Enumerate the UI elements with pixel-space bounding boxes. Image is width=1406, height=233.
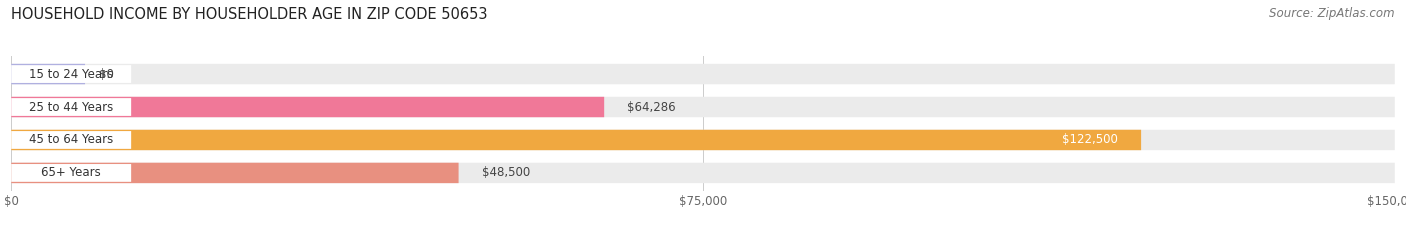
Text: Source: ZipAtlas.com: Source: ZipAtlas.com bbox=[1270, 7, 1395, 20]
Text: 15 to 24 Years: 15 to 24 Years bbox=[30, 68, 114, 81]
FancyBboxPatch shape bbox=[11, 97, 605, 117]
Text: 45 to 64 Years: 45 to 64 Years bbox=[30, 134, 114, 147]
Text: HOUSEHOLD INCOME BY HOUSEHOLDER AGE IN ZIP CODE 50653: HOUSEHOLD INCOME BY HOUSEHOLDER AGE IN Z… bbox=[11, 7, 488, 22]
FancyBboxPatch shape bbox=[11, 64, 1395, 84]
Text: $48,500: $48,500 bbox=[482, 166, 530, 179]
FancyBboxPatch shape bbox=[11, 130, 1142, 150]
FancyBboxPatch shape bbox=[11, 163, 1395, 183]
Text: $0: $0 bbox=[98, 68, 114, 81]
Text: 65+ Years: 65+ Years bbox=[41, 166, 101, 179]
FancyBboxPatch shape bbox=[11, 65, 131, 83]
FancyBboxPatch shape bbox=[11, 98, 131, 116]
Text: $122,500: $122,500 bbox=[1062, 134, 1118, 147]
FancyBboxPatch shape bbox=[11, 164, 131, 182]
FancyBboxPatch shape bbox=[11, 97, 1395, 117]
FancyBboxPatch shape bbox=[11, 64, 84, 84]
Text: $64,286: $64,286 bbox=[627, 100, 676, 113]
Text: 25 to 44 Years: 25 to 44 Years bbox=[30, 100, 114, 113]
FancyBboxPatch shape bbox=[11, 130, 1395, 150]
FancyBboxPatch shape bbox=[11, 131, 131, 149]
FancyBboxPatch shape bbox=[11, 163, 458, 183]
